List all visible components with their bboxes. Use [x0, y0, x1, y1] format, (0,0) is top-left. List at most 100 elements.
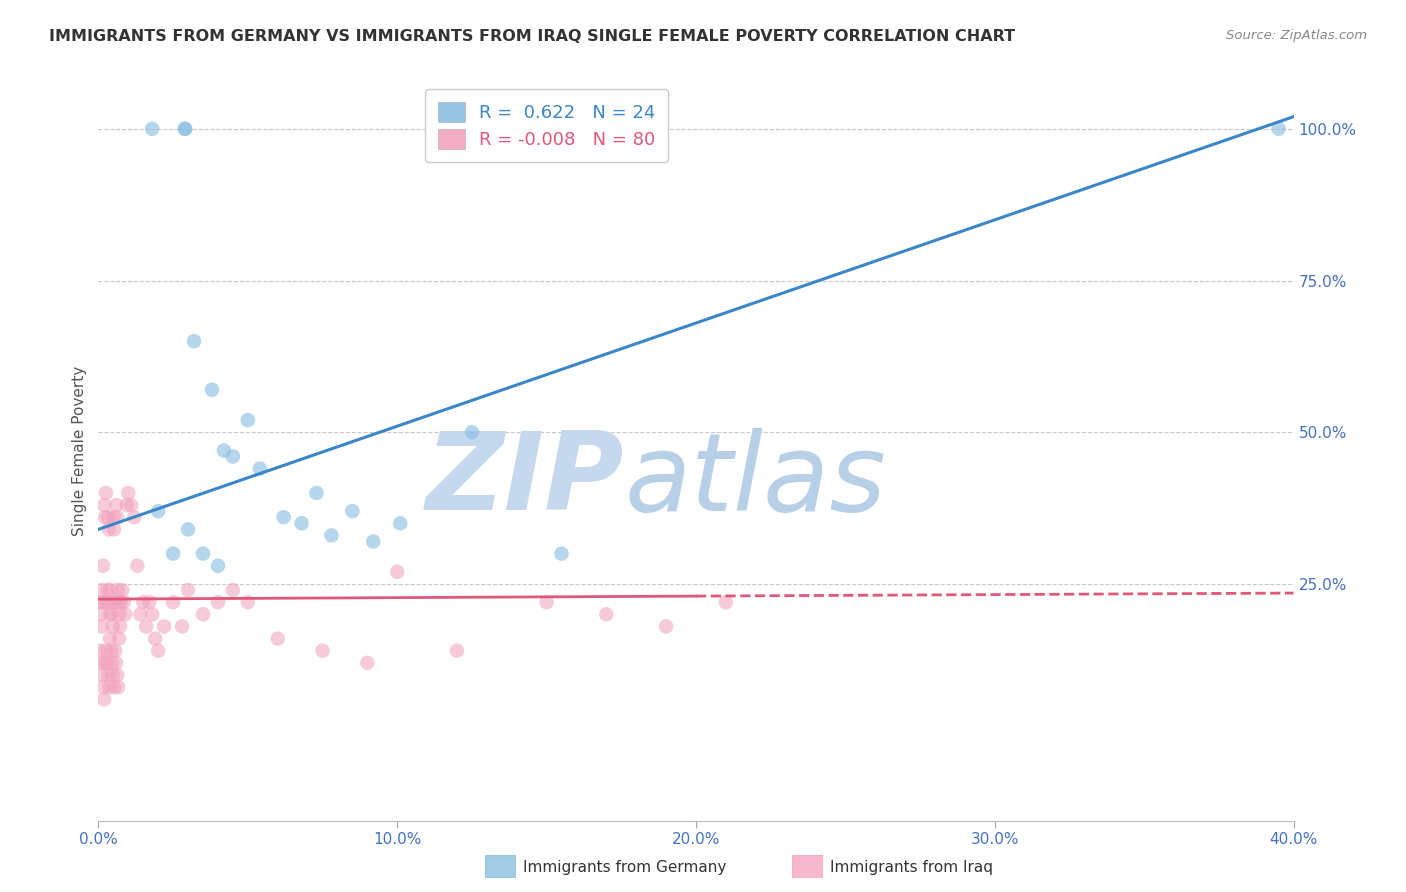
Point [94, 486, 117, 500]
Point [89, 644, 111, 658]
Point [108, 607, 131, 622]
Point [100, 644, 122, 658]
Point [100, 595, 122, 609]
Point [222, 450, 245, 464]
Point [114, 607, 136, 622]
Point [115, 498, 138, 512]
Point [321, 528, 343, 542]
Point [1267, 121, 1289, 136]
Point [103, 510, 125, 524]
Point [129, 607, 152, 622]
Text: Source: ZipAtlas.com: Source: ZipAtlas.com [1226, 29, 1367, 42]
Point [107, 595, 129, 609]
Point [91, 619, 114, 633]
Text: Immigrants from Germany: Immigrants from Germany [523, 861, 727, 875]
Point [207, 595, 229, 609]
Point [356, 656, 378, 670]
Point [148, 504, 170, 518]
Point [97, 510, 120, 524]
Text: IMMIGRANTS FROM GERMANY VS IMMIGRANTS FROM IRAQ SINGLE FEMALE POVERTY CORRELATIO: IMMIGRANTS FROM GERMANY VS IMMIGRANTS FR… [49, 29, 1015, 44]
Point [90, 607, 112, 622]
Point [138, 595, 160, 609]
Point [107, 582, 129, 597]
Point [98, 582, 122, 597]
Point [174, 121, 197, 136]
Point [91, 680, 114, 694]
Text: ZIP: ZIP [426, 427, 624, 533]
Point [93, 498, 115, 512]
Point [98, 607, 121, 622]
Point [97, 668, 120, 682]
Point [305, 486, 328, 500]
Point [117, 486, 139, 500]
Point [93, 692, 115, 706]
Point [124, 510, 146, 524]
Legend: R =  0.622   N = 24, R = -0.008   N = 80: R = 0.622 N = 24, R = -0.008 N = 80 [425, 89, 668, 161]
Point [201, 383, 224, 397]
Point [111, 582, 134, 597]
Point [550, 547, 572, 561]
Point [105, 498, 128, 512]
Point [96, 595, 118, 609]
Point [96, 656, 118, 670]
Point [655, 619, 678, 633]
Point [236, 413, 259, 427]
Point [148, 644, 170, 658]
Point [105, 656, 128, 670]
Point [174, 121, 197, 136]
Point [273, 510, 295, 524]
Point [93, 595, 115, 609]
Point [191, 607, 214, 622]
Point [96, 582, 118, 597]
Point [91, 668, 114, 682]
Point [120, 498, 142, 512]
Y-axis label: Single Female Poverty: Single Female Poverty [72, 366, 87, 535]
Point [141, 121, 163, 136]
Point [108, 619, 131, 633]
Point [90, 582, 112, 597]
Point [104, 595, 127, 609]
Point [153, 619, 176, 633]
Point [212, 443, 235, 458]
Point [222, 582, 245, 597]
Point [536, 595, 558, 609]
Point [132, 595, 155, 609]
Point [267, 632, 290, 646]
Point [104, 644, 127, 658]
Point [177, 522, 200, 536]
Point [595, 607, 617, 622]
Point [714, 595, 737, 609]
Point [101, 607, 124, 622]
Point [389, 516, 412, 531]
Point [127, 558, 149, 573]
Point [107, 680, 129, 694]
Point [105, 668, 128, 682]
Point [141, 607, 163, 622]
Point [162, 595, 184, 609]
Point [385, 565, 409, 579]
Point [311, 644, 333, 658]
Point [207, 558, 229, 573]
Point [191, 547, 214, 561]
Point [101, 668, 124, 682]
Point [101, 656, 124, 670]
Point [91, 558, 114, 573]
Point [103, 522, 125, 536]
Point [342, 504, 364, 518]
Point [89, 595, 111, 609]
Point [177, 582, 200, 597]
Point [90, 656, 112, 670]
Point [172, 619, 194, 633]
Point [108, 632, 131, 646]
Point [249, 461, 271, 475]
Point [135, 619, 157, 633]
Point [94, 656, 117, 670]
Point [105, 510, 128, 524]
Point [98, 632, 121, 646]
Point [101, 619, 124, 633]
Text: atlas: atlas [624, 427, 886, 533]
Point [363, 534, 385, 549]
Point [461, 425, 484, 440]
Point [94, 510, 117, 524]
Point [446, 644, 468, 658]
